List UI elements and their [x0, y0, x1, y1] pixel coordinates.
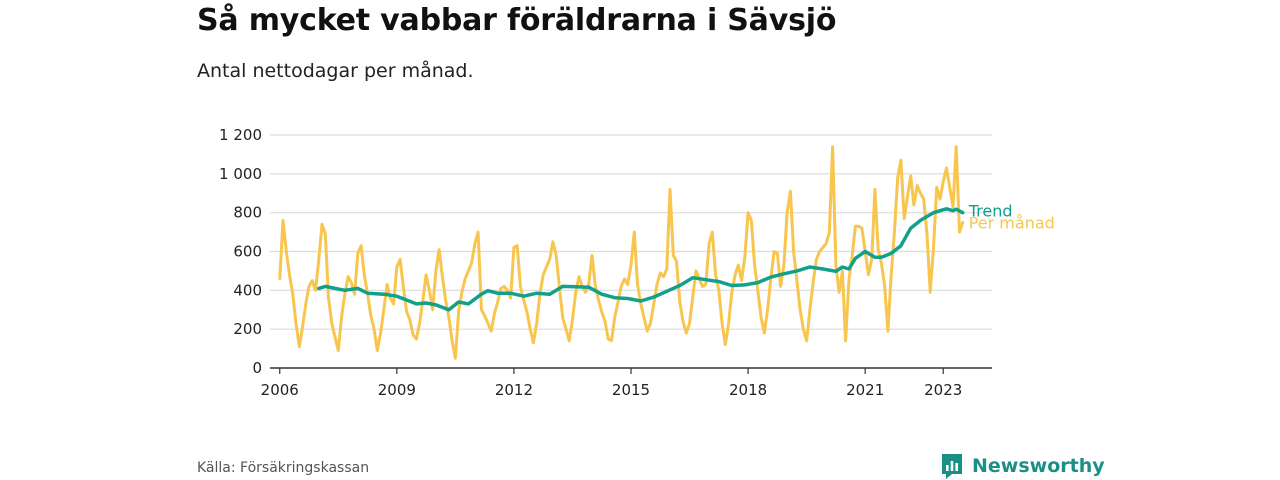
chart-title: Så mycket vabbar föräldrarna i Sävsjö: [197, 3, 837, 38]
y-tick-label: 0: [252, 359, 262, 377]
y-tick-label: 1 200: [219, 126, 262, 144]
y-tick-label: 800: [233, 204, 262, 222]
chart-subtitle: Antal nettodagar per månad.: [197, 60, 474, 82]
series-label-trend: Trend: [968, 202, 1013, 221]
x-tick-label: 2012: [495, 381, 533, 399]
line-chart: 0 200 400 600 800 1 000 1 200 2006 2009 2012 2015…: [219, 126, 1055, 399]
newsworthy-logo-icon: [942, 454, 962, 479]
x-tick-label: 2018: [729, 381, 767, 399]
series-lines: [278, 145, 965, 360]
series-line-monthly: [278, 145, 965, 360]
x-axis: 2006 2009 2012 2015 2018 2021 2023: [261, 367, 992, 399]
y-tick-label: 200: [233, 320, 262, 338]
x-tick-label: 2015: [612, 381, 650, 399]
x-tick-label: 2021: [846, 381, 884, 399]
y-tick-label: 1 000: [219, 165, 262, 183]
x-tick-label: 2009: [378, 381, 416, 399]
series-line-trend: [317, 207, 965, 312]
brand-logo[interactable]: Newsworthy: [940, 452, 1105, 480]
y-tick-label: 400: [233, 281, 262, 299]
source-note: Källa: Försäkringskassan: [197, 460, 370, 476]
grid-lines: [270, 134, 992, 330]
series-label-monthly: Per månad: [969, 213, 1055, 232]
x-tick-label: 2023: [924, 381, 962, 399]
y-tick-label: 600: [233, 243, 262, 261]
y-axis-labels: 0 200 400 600 800 1 000 1 200: [219, 126, 262, 377]
brand-name: Newsworthy: [972, 455, 1105, 477]
x-tick-label: 2006: [261, 381, 299, 399]
